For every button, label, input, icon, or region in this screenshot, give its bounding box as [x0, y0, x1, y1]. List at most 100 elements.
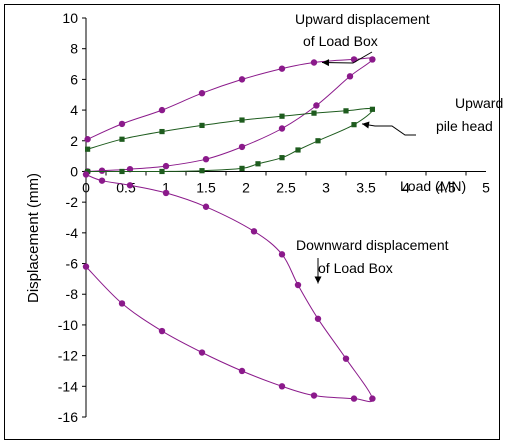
data-point: [278, 125, 286, 132]
data-point: [159, 168, 165, 175]
annotation-label: Upward: [455, 95, 503, 111]
data-point: [315, 138, 321, 144]
data-point: [158, 327, 166, 335]
data-point: [85, 168, 91, 175]
annotation-label: Upward displacement: [295, 11, 430, 27]
x-axis-label: Load (MN): [400, 178, 466, 194]
y-tick-label: -16: [58, 409, 78, 425]
data-point: [238, 76, 246, 83]
data-point: [369, 56, 376, 63]
y-tick-label: 10: [62, 10, 78, 26]
data-point: [314, 315, 322, 322]
annotation-arrow: [361, 123, 416, 136]
data-point: [84, 136, 91, 143]
x-tick-label: 5: [482, 179, 490, 195]
y-tick-label: -2: [66, 194, 79, 210]
data-point: [313, 102, 320, 109]
data-point: [278, 383, 286, 390]
data-point: [199, 122, 205, 129]
data-point: [278, 65, 286, 72]
y-tick-label: 2: [70, 133, 78, 149]
y-tick-label: -12: [58, 348, 78, 364]
data-point: [350, 395, 358, 402]
data-point: [346, 73, 354, 80]
data-point: [255, 161, 261, 167]
data-point: [238, 143, 246, 151]
data-point: [250, 228, 258, 235]
data-point: [311, 110, 317, 116]
data-point: [343, 108, 349, 114]
data-point: [310, 59, 318, 66]
data-point: [239, 165, 245, 171]
x-tick-label: 4.5: [436, 179, 456, 195]
data-point: [198, 349, 206, 356]
data-point: [82, 171, 90, 178]
data-point: [126, 165, 134, 173]
x-tick-label: 4: [402, 179, 410, 195]
annotation-layer: Upward displacement of Load Box Upward pile…: [295, 11, 503, 284]
y-tick-label: -8: [66, 286, 79, 302]
data-point: [158, 106, 166, 114]
y-tick-label: -4: [66, 225, 79, 241]
data-point: [369, 106, 375, 112]
data-point: [119, 168, 125, 175]
data-point: [159, 128, 165, 135]
data-point: [162, 162, 170, 170]
data-point: [118, 120, 126, 128]
data-point: [202, 203, 210, 210]
x-tick-label: 2: [242, 179, 250, 195]
data-point: [98, 177, 106, 184]
x-tick-label: 0.5: [116, 179, 136, 195]
data-point: [199, 168, 205, 174]
data-point: [98, 167, 106, 174]
data-point: [369, 395, 376, 402]
annotation-label: of Load Box: [303, 33, 378, 49]
data-point: [351, 122, 357, 128]
y-tick-label: -14: [58, 378, 78, 394]
data-point: [279, 113, 285, 119]
x-tick-label: 1: [162, 179, 170, 195]
data-point: [239, 117, 245, 123]
x-tick-label: 3.5: [356, 179, 376, 195]
data-point: [310, 392, 318, 399]
series-line-0: [87, 57, 373, 172]
data-point: [295, 147, 301, 153]
data-point: [119, 136, 125, 142]
data-point: [342, 355, 350, 362]
data-point: [279, 155, 285, 161]
annotation-arrow: [321, 51, 373, 64]
series-line-2: [85, 174, 373, 403]
x-tick-label: 3: [322, 179, 330, 195]
series-layer: [82, 56, 376, 403]
y-tick-label: 8: [70, 41, 78, 57]
data-point: [202, 155, 210, 163]
arrowhead: [314, 276, 322, 284]
data-point: [238, 367, 246, 375]
data-point: [85, 146, 91, 152]
y-tick-label: -10: [58, 317, 78, 333]
y-tick-label: 4: [70, 102, 78, 118]
data-point: [294, 281, 302, 289]
annotation-label: Downward displacement: [296, 237, 449, 253]
y-tick-label: -6: [66, 256, 79, 272]
data-point: [278, 251, 286, 258]
chart-frame: [4, 4, 500, 440]
data-point: [82, 263, 90, 270]
series-line-1: [87, 107, 373, 173]
x-tick-label: 1.5: [196, 179, 216, 195]
data-point: [198, 89, 206, 97]
x-tick-label: 0: [82, 179, 90, 195]
arrowhead: [322, 59, 330, 67]
data-point: [162, 189, 170, 197]
data-point: [118, 300, 126, 307]
data-point: [126, 182, 134, 189]
y-axis-label: Displacement (mm): [25, 173, 42, 303]
x-tick-label: 2.5: [276, 179, 296, 195]
annotation-label: of Load Box: [318, 260, 393, 276]
y-tick-label: 0: [70, 163, 78, 179]
annotation-label: pile head: [436, 118, 493, 134]
arrowhead: [362, 121, 370, 129]
y-tick-label: 6: [70, 71, 78, 87]
